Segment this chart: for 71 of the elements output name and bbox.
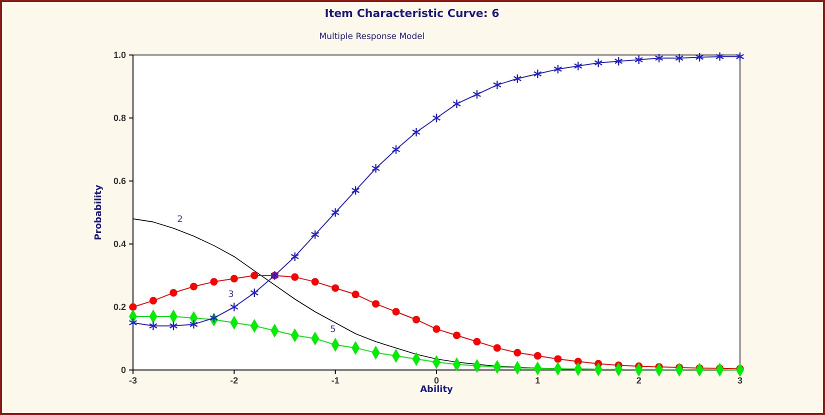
point [352,290,360,298]
y-tick-label: 0.6 [113,176,126,186]
y-tick-label: 0 [120,364,126,375]
y-axis-title: Probability [94,184,104,240]
point [372,300,380,308]
point [230,274,238,282]
point [170,289,178,297]
point [472,90,482,100]
point [210,313,218,323]
point [250,272,258,280]
point [534,352,542,360]
point [473,338,481,346]
point [574,61,582,71]
point [432,325,440,333]
point [432,113,441,123]
point [554,355,562,363]
point [372,164,380,174]
point [128,318,138,328]
point [514,348,522,356]
x-tick-label: -3 [128,375,138,386]
x-tick-label: 0 [434,375,440,386]
point [290,252,300,262]
x-tick-label: -2 [230,375,238,386]
point [452,98,461,109]
point [492,80,502,90]
point [149,296,158,304]
point [493,344,501,352]
point [716,52,724,62]
chart-subtitle: Multiple Response Model [319,32,425,42]
point [169,321,178,331]
point [250,288,259,298]
annotation: 2 [177,215,183,225]
y-tick-label: 0.8 [113,112,126,123]
point [452,332,461,340]
point [675,53,684,63]
annotation: 3 [228,290,234,300]
point [189,319,198,330]
y-tick-label: 1.0 [113,50,126,60]
point [190,282,198,290]
point [210,278,218,286]
point [351,186,360,196]
point [148,321,158,331]
y-tick-label: 0.4 [113,238,126,249]
point [594,58,603,68]
x-tick-label: 1 [535,375,540,386]
point [634,54,644,65]
x-axis-title: Ability [420,385,454,395]
point [311,278,319,286]
point [230,302,238,312]
point [412,127,421,138]
x-tick-label: 2 [636,375,642,386]
x-tick-label: 3 [737,375,743,386]
point [291,273,299,281]
x-tick-label: -1 [331,375,340,386]
point [695,52,704,62]
point [392,308,400,316]
point [332,284,340,292]
chart-title: Item Characteristic Curve: 6 [324,7,500,20]
annotation: 5 [330,325,336,335]
y-tick-label: 0.2 [113,302,126,312]
point [129,303,137,311]
point [654,53,664,63]
point [310,230,320,240]
point [513,74,522,84]
point [392,144,400,154]
point [331,208,340,218]
point [412,316,420,324]
point [614,56,623,66]
point [736,52,744,62]
point [533,69,542,79]
point [554,64,562,74]
